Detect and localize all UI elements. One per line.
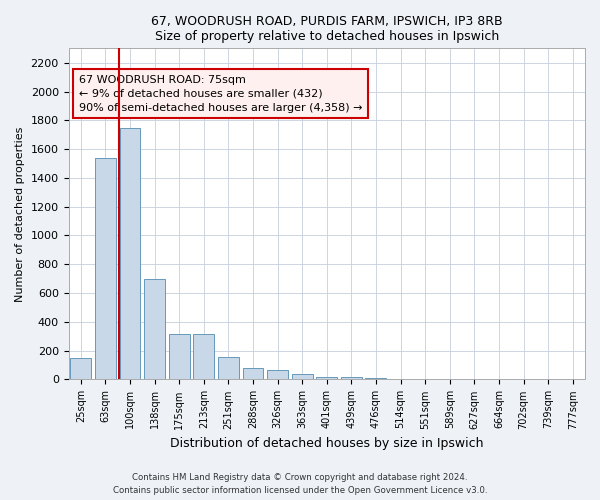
Text: Contains HM Land Registry data © Crown copyright and database right 2024.
Contai: Contains HM Land Registry data © Crown c… — [113, 473, 487, 495]
Y-axis label: Number of detached properties: Number of detached properties — [15, 126, 25, 302]
Bar — [242, 368, 263, 380]
Bar — [218, 357, 239, 380]
Text: 67 WOODRUSH ROAD: 75sqm
← 9% of detached houses are smaller (432)
90% of semi-de: 67 WOODRUSH ROAD: 75sqm ← 9% of detached… — [79, 75, 362, 113]
Title: 67, WOODRUSH ROAD, PURDIS FARM, IPSWICH, IP3 8RB
Size of property relative to de: 67, WOODRUSH ROAD, PURDIS FARM, IPSWICH,… — [151, 15, 503, 43]
Bar — [193, 334, 214, 380]
Bar — [365, 378, 386, 380]
Bar — [119, 128, 140, 380]
Bar — [292, 374, 313, 380]
Bar — [267, 370, 288, 380]
Bar — [341, 378, 362, 380]
Bar — [70, 358, 91, 380]
Bar — [316, 376, 337, 380]
X-axis label: Distribution of detached houses by size in Ipswich: Distribution of detached houses by size … — [170, 437, 484, 450]
Bar — [144, 278, 165, 380]
Bar — [95, 158, 116, 380]
Bar — [169, 334, 190, 380]
